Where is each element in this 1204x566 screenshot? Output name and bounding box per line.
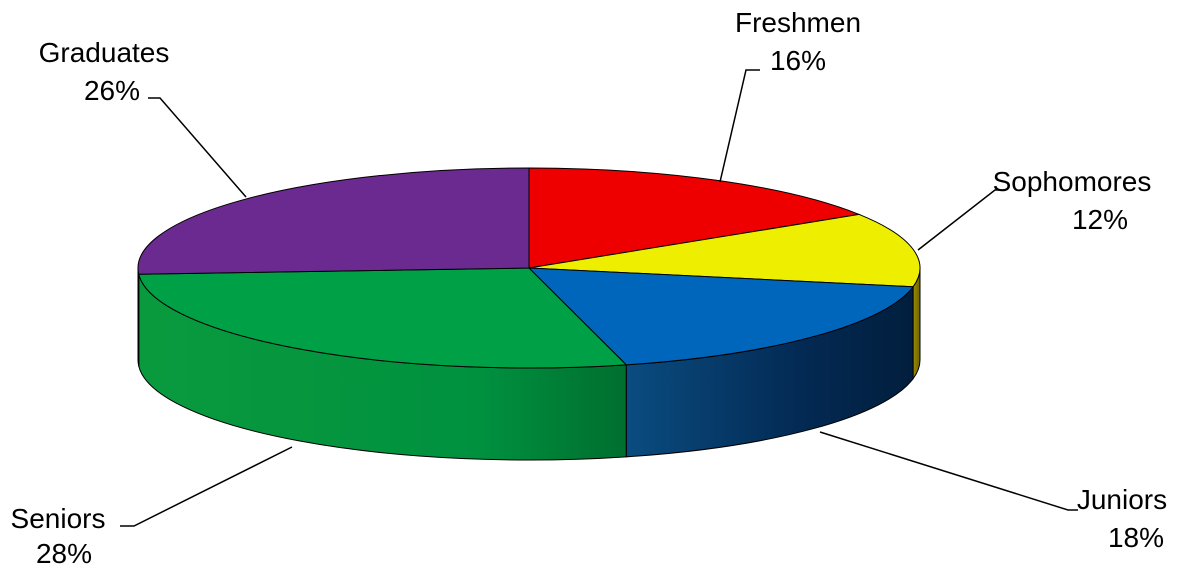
label-category-sophomores: Sophomores bbox=[993, 166, 1152, 197]
leader-line-freshmen bbox=[719, 69, 760, 183]
label-category-freshmen: Freshmen bbox=[735, 7, 861, 38]
label-category-seniors: Seniors bbox=[11, 503, 106, 534]
pie-slice-graduates bbox=[137, 167, 530, 275]
label-percent-sophomores: 12% bbox=[1072, 204, 1128, 235]
pie-slice-seniors bbox=[138, 267, 628, 369]
pie-slice-sophomores bbox=[528, 213, 921, 288]
data-labels: Freshmen 16% Sophomores 12% Juniors 18% Senior… bbox=[11, 7, 1168, 566]
label-category-graduates: Graduates bbox=[39, 37, 170, 68]
pie-slice-freshmen bbox=[528, 167, 861, 269]
leader-line-seniors bbox=[120, 446, 293, 527]
label-percent-seniors: 28% bbox=[36, 538, 92, 566]
label-percent-freshmen: 16% bbox=[770, 45, 826, 76]
leader-lines bbox=[120, 69, 1078, 527]
label-category-juniors: Juniors bbox=[1077, 484, 1167, 515]
label-percent-juniors: 18% bbox=[1108, 522, 1164, 553]
pie-slice-juniors bbox=[527, 267, 915, 366]
label-percent-graduates: 26% bbox=[84, 75, 140, 106]
leader-line-sophomores bbox=[917, 189, 1005, 251]
pie-side-graduates bbox=[137, 267, 140, 367]
leader-line-graduates bbox=[148, 97, 247, 198]
leader-line-juniors bbox=[819, 431, 1078, 511]
pie-tops bbox=[137, 167, 921, 369]
